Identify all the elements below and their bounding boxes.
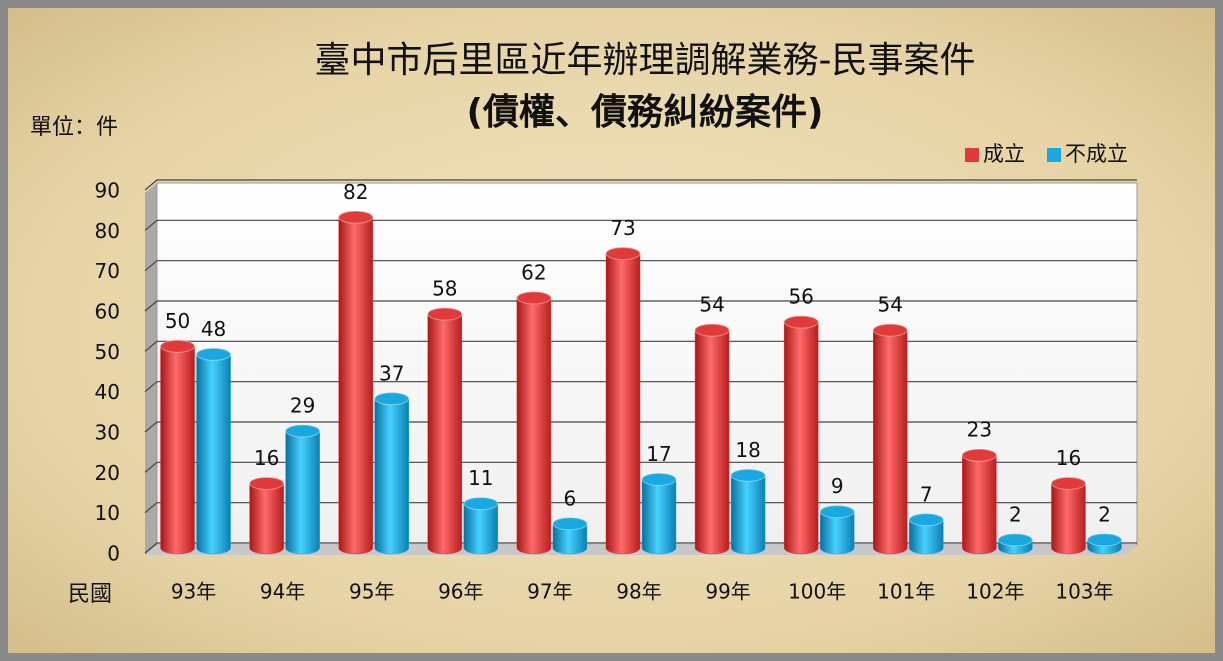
x-tick-label: 94年 xyxy=(260,580,305,604)
bar xyxy=(427,307,463,555)
grid-line xyxy=(144,260,1137,272)
bar-top xyxy=(196,347,232,361)
data-label: 48 xyxy=(201,317,226,341)
bar-top xyxy=(552,517,588,531)
bar-top xyxy=(249,476,285,490)
bar-top xyxy=(872,323,908,337)
bar-top xyxy=(1086,533,1122,547)
legend-swatch xyxy=(965,148,979,162)
y-tick-label: 50 xyxy=(95,340,120,364)
bar xyxy=(962,448,997,555)
y-tick-label: 20 xyxy=(95,461,120,485)
bar-top xyxy=(374,392,410,406)
y-tick-label: 40 xyxy=(95,380,120,404)
bar xyxy=(374,392,409,555)
bar-top xyxy=(1050,476,1086,490)
x-tick-label: 102年 xyxy=(966,580,1024,604)
data-label: 54 xyxy=(699,293,724,317)
bar-top xyxy=(694,323,730,337)
chart-title: 臺中市后里區近年辦理調解業務-民事案件 xyxy=(315,40,976,81)
side-wall xyxy=(145,183,157,555)
y-tick-label: 70 xyxy=(95,259,120,283)
data-label: 82 xyxy=(343,180,368,204)
grid-line xyxy=(144,300,1137,312)
data-label: 17 xyxy=(646,442,671,466)
data-label: 56 xyxy=(788,285,813,309)
x-tick-label: 103年 xyxy=(1055,580,1113,604)
data-label: 7 xyxy=(920,482,933,506)
bar-top xyxy=(961,448,997,462)
bar-top xyxy=(641,472,677,486)
data-label: 29 xyxy=(290,394,315,418)
y-tick-label: 10 xyxy=(95,501,120,525)
legend-label: 成立 xyxy=(983,142,1025,166)
data-label: 23 xyxy=(967,418,992,442)
bar xyxy=(196,348,231,555)
bar-top xyxy=(463,497,499,511)
y-tick-label: 0 xyxy=(107,542,120,566)
data-label: 6 xyxy=(564,486,577,510)
data-label: 9 xyxy=(831,474,844,498)
bar-top xyxy=(997,533,1033,547)
legend-swatch xyxy=(1047,148,1061,162)
data-label: 50 xyxy=(165,309,190,333)
bar-top xyxy=(338,210,374,224)
bar-top xyxy=(285,424,321,438)
x-tick-label: 93年 xyxy=(171,580,216,604)
legend-label: 不成立 xyxy=(1065,142,1128,166)
y-tick-label: 80 xyxy=(95,219,120,243)
bar xyxy=(338,211,373,555)
bar-top xyxy=(427,307,463,321)
bar xyxy=(783,315,819,555)
data-label: 16 xyxy=(254,446,279,470)
x-tick-label: 101年 xyxy=(877,580,935,604)
bar-top xyxy=(819,505,855,519)
x-tick-label: 98年 xyxy=(616,580,661,604)
data-label: 37 xyxy=(379,361,404,385)
x-tick-label: 99年 xyxy=(705,580,750,604)
bar-top xyxy=(160,339,196,353)
y-tick-label: 90 xyxy=(95,179,120,203)
data-label: 54 xyxy=(878,293,903,317)
data-label: 58 xyxy=(432,277,457,301)
data-label: 62 xyxy=(521,260,546,284)
bar xyxy=(160,340,195,555)
bar-top xyxy=(730,468,766,482)
bar xyxy=(285,424,320,555)
data-label: 11 xyxy=(468,466,493,490)
y-axis-label: 單位：件 xyxy=(30,115,118,140)
bar xyxy=(730,469,766,555)
bar-top xyxy=(783,315,819,329)
bar-top xyxy=(605,247,641,261)
grid-line xyxy=(144,219,1137,231)
bar xyxy=(605,247,641,555)
x-tick-label: 95年 xyxy=(349,580,394,604)
x-tick-label: 96年 xyxy=(438,580,483,604)
bar-top xyxy=(516,291,552,305)
bar xyxy=(873,323,908,555)
data-label: 18 xyxy=(735,438,760,462)
y-tick-label: 60 xyxy=(95,300,120,324)
data-label: 2 xyxy=(1009,502,1022,526)
x-tick-label: 97年 xyxy=(527,580,572,604)
x-tick-label: 100年 xyxy=(788,580,846,604)
data-label: 2 xyxy=(1098,502,1111,526)
bar xyxy=(516,291,552,555)
grid-line xyxy=(144,179,1137,191)
y-tick-label: 30 xyxy=(95,421,120,445)
data-label: 73 xyxy=(610,216,635,240)
data-label: 16 xyxy=(1056,446,1081,470)
bar xyxy=(694,323,730,555)
chart-subtitle: (債權、債務糾紛案件) xyxy=(467,92,824,133)
x-axis-label: 民國 xyxy=(68,582,112,607)
bar-top xyxy=(908,513,944,527)
